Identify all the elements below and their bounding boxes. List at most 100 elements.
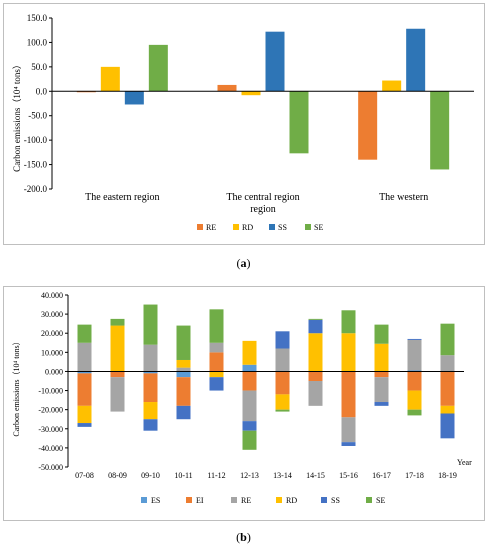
chart-b-bar-se [176,325,191,360]
chart-b-bar-ss [242,421,257,431]
chart-b-legend-swatch-ei [186,497,192,503]
chart-a-bar-se [289,91,309,154]
chart-b-bar-ss [374,402,389,406]
chart-a-bar-se [148,44,168,92]
chart-b-bar-rd [242,340,257,365]
chart-a-y-tick-label: 0.0 [36,86,48,96]
chart-b-bar-ei [110,371,125,378]
chart-b-bar-re [242,390,257,422]
chart-b-bar-re [407,339,422,371]
chart-b-bar-ei [242,371,257,391]
chart-b-bar-ei [77,373,92,406]
chart-b-bar-re [341,417,356,443]
chart-b-bar-rd [143,402,158,420]
chart-b-bar-ei [176,377,191,406]
chart-b-category-label: 08-09 [108,471,127,480]
chart-a-category-label: The western [379,192,428,203]
chart-a-y-tick-label: 150.0 [27,13,48,23]
chart-a-category-label: The eastern region [85,192,159,203]
chart-b-panel: -50.000 -40.000 -30.000 -20.000 -10.000 0.000… [3,286,485,521]
chart-b-bar-ei [308,371,323,381]
chart-b-bar-se [374,324,389,344]
chart-b-bar-ei [374,371,389,378]
chart-b-category-label: 18-19 [438,471,457,480]
chart-a-bar-se [430,91,450,170]
chart-b-bar-es [242,364,257,372]
chart-b-bar-ss [275,331,290,349]
chart-b-bar-se [275,409,290,412]
caption-b: (b) [236,530,251,544]
chart-b-legend-swatch-re [231,497,237,503]
chart-b-bar-re [275,348,290,372]
chart-a-legend-label-ss: SS [278,223,287,232]
chart-a-category-label: region [250,204,276,215]
chart-b-bar-se [341,310,356,334]
chart-a-bar-rd [241,91,261,96]
chart-b-y-tick-label: -30.000 [38,425,63,434]
chart-b-bar-ei [341,371,356,418]
chart-b-bar-rd [440,405,455,414]
chart-b-legend-label-ss: SS [331,496,340,505]
chart-b-bar-se [440,323,455,356]
chart-a-panel: -200.0 -150.0 -100.0 -50.0 0.0 50.0 100.0 150.0… [3,3,485,245]
chart-b-bar-rd [275,394,290,410]
chart-a-legend-swatch-rd [233,224,239,230]
chart-b-y-axis-label: Carbon emissions（10⁴ tons） [12,337,21,436]
chart-b-bar-es [143,371,158,374]
chart-b-y-tick-label: 30.000 [41,310,63,319]
chart-a-y-tick-label: 50.0 [31,62,47,72]
chart-b-category-label: 14-15 [306,471,325,480]
chart-b-bar-se [407,409,422,416]
chart-b-category-label: 11-12 [207,471,225,480]
chart-b-bar-re [176,367,191,372]
chart-b-legend-label-rd: RD [286,496,297,505]
chart-a-bar-ss [124,91,144,105]
chart-b-bar-ss [77,423,92,427]
chart-b-category-label: 09-10 [141,471,160,480]
chart-b-bar-rd [176,359,191,368]
chart-b-svg: -50.000 -40.000 -30.000 -20.000 -10.000 0.000… [12,291,472,505]
chart-b-bar-ei [440,371,455,406]
chart-b-bar-ss [440,413,455,439]
chart-b-legend-label-ei: EI [196,496,204,505]
chart-b-bar-se [308,318,323,320]
chart-a-y-axis-label: Carbon emissions（10⁴ tons） [12,60,22,172]
chart-a-bar-rd [100,66,120,92]
chart-b-bar-rd [374,343,389,372]
chart-b-x-axis-label: Year [457,458,472,467]
chart-a-bar-ss [265,31,285,92]
chart-b-bar-rd [341,333,356,372]
chart-b-legend-swatch-es [141,497,147,503]
chart-b-bar-ei [407,371,422,391]
chart-b-bar-re [110,377,125,412]
chart-b-bar-se [77,324,92,343]
chart-b-legend-swatch-se [366,497,372,503]
chart-b-bar-ei [143,373,158,403]
chart-b-bar-re [308,381,323,406]
chart-a-bar-re [358,91,378,160]
chart-b-bar-ss [308,319,323,334]
chart-a-y-tick-label: 100.0 [27,37,48,47]
chart-a-y-tick-label: -100.0 [24,135,48,145]
chart-a-category-label: The central region [226,192,299,203]
chart-b-y-tick-label: 20.000 [41,329,63,338]
chart-b-bar-se [242,430,257,450]
chart-b-y-tick-label: 40.000 [41,291,63,300]
chart-b-y-tick-label: -50.000 [38,463,63,472]
chart-b-bar-rd [77,405,92,424]
chart-b-y-tick-label: -20.000 [38,406,63,415]
chart-b-bar-rd [209,371,224,378]
chart-b-bar-rd [308,333,323,372]
chart-a-legend-label-se: SE [314,223,323,232]
chart-b-legend-label-es: ES [151,496,160,505]
chart-b-bar-re [209,342,224,353]
chart-b-legend-swatch-ss [321,497,327,503]
chart-b-bar-es [176,371,191,378]
chart-a-y-tick-label: -200.0 [24,184,48,194]
chart-b-bar-ss [209,377,224,391]
chart-b-bar-se [143,304,158,345]
chart-b-legend-label-re: RE [241,496,251,505]
chart-b-bar-se [209,309,224,343]
chart-b-bar-se [110,318,125,326]
chart-b-bar-ei [209,352,224,372]
